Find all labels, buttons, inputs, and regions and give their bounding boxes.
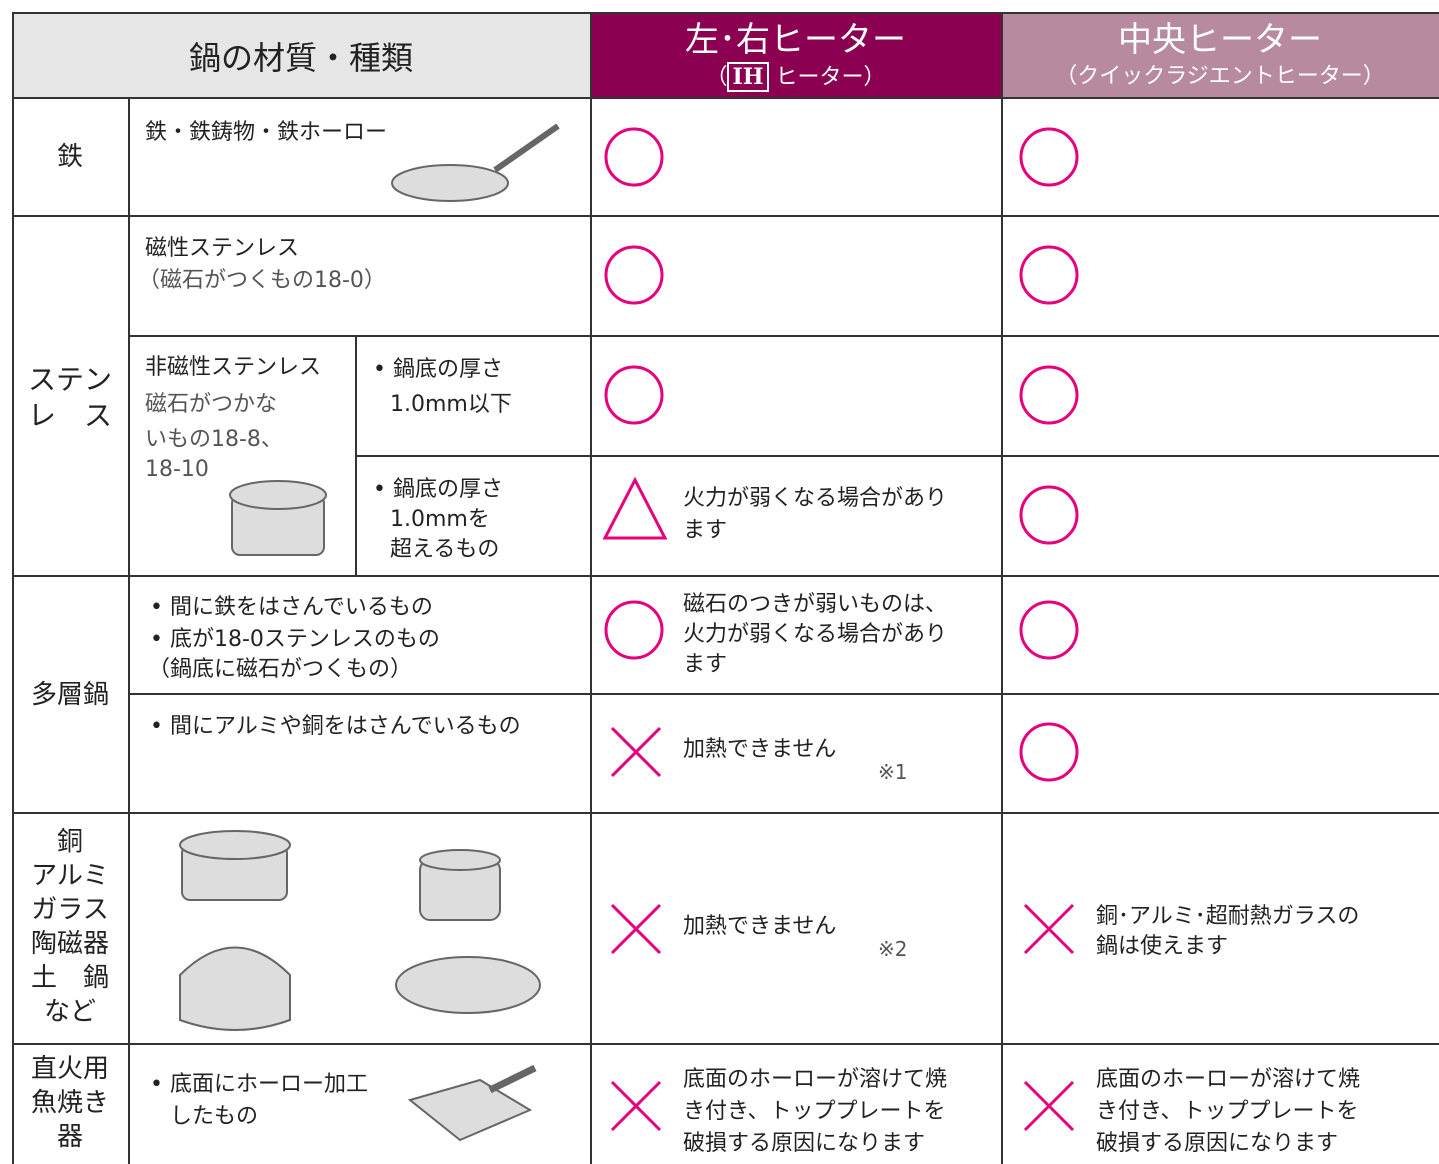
description: したもの xyxy=(170,1104,259,1129)
paren: （ xyxy=(705,65,728,90)
note: 火力が弱くなる場合があり xyxy=(683,622,948,647)
rule xyxy=(355,455,1439,457)
description: 非磁性ステンレス xyxy=(145,355,322,380)
rule xyxy=(12,12,1439,14)
description: （鍋底に磁石がつくもの） xyxy=(148,657,413,682)
note: 破損する原因になります xyxy=(683,1131,926,1156)
rule xyxy=(12,12,14,1164)
description: いもの18-8、 xyxy=(145,427,283,452)
description: 鉄・鉄鋳物・鉄ホーロー xyxy=(145,120,388,145)
rule xyxy=(355,335,357,575)
note: き付き、トッププレートを xyxy=(683,1099,946,1124)
header-bg xyxy=(12,12,590,97)
category: 陶磁器 xyxy=(30,929,109,959)
category: 鉄 xyxy=(56,142,83,172)
note: 底面のホーローが溶けて焼 xyxy=(1096,1067,1361,1092)
condition: 超えるもの xyxy=(390,537,500,562)
description: （磁石がつくもの18-0） xyxy=(138,268,386,293)
description: 磁石がつかな xyxy=(145,392,278,417)
category: 直火用 xyxy=(30,1054,109,1084)
condition: • 鍋底の厚さ xyxy=(373,477,503,502)
rule xyxy=(1001,12,1003,1164)
rule xyxy=(12,215,1439,217)
category: 多層鍋 xyxy=(30,680,109,710)
note: 底面のホーローが溶けて焼 xyxy=(683,1067,948,1092)
description: 18-10 xyxy=(145,457,209,482)
footnote: ※1 xyxy=(878,760,908,784)
rule xyxy=(12,1043,1439,1045)
header-bg xyxy=(1001,12,1439,97)
rule xyxy=(12,575,1439,577)
footnote: ※2 xyxy=(878,937,908,961)
header-title: 中央ヒーター xyxy=(1118,20,1322,60)
note: ます xyxy=(683,518,728,543)
sub-text: ヒーター） xyxy=(775,65,886,90)
category: レ ス xyxy=(28,399,113,432)
description: • 間にアルミや銅をはさんでいるもの xyxy=(150,714,521,739)
condition: 1.0mm以下 xyxy=(390,392,512,417)
condition: • 鍋底の厚さ xyxy=(373,357,503,382)
category: ステン xyxy=(28,363,113,396)
note: 破損する原因になります xyxy=(1096,1131,1339,1156)
category: 土 鍋 xyxy=(30,963,109,993)
description: • 底が18-0ステンレスのもの xyxy=(150,627,440,652)
header-sub: （クイックラジエントヒーター） xyxy=(1055,64,1385,89)
illustrations xyxy=(179,123,560,1142)
note: 加熱できません xyxy=(683,737,837,762)
rule xyxy=(128,335,1439,337)
description: • 底面にホーロー加工 xyxy=(150,1072,368,1097)
note: 磁石のつきが弱いものは、 xyxy=(683,592,948,617)
category: ガラス xyxy=(31,895,109,925)
category: など xyxy=(43,997,96,1027)
condition: 1.0mmを xyxy=(390,507,490,532)
note: ます xyxy=(683,652,728,677)
description: • 間に鉄をはさんでいるもの xyxy=(150,595,433,620)
rule xyxy=(12,812,1439,814)
rule xyxy=(128,97,130,1164)
rule xyxy=(590,12,592,1164)
category: 魚焼き xyxy=(30,1088,109,1118)
rule xyxy=(12,97,1439,99)
marks xyxy=(602,127,1079,1132)
header-bg xyxy=(590,12,1001,97)
category: 銅 xyxy=(56,827,83,857)
description: 磁性ステンレス xyxy=(145,236,300,261)
rule xyxy=(128,693,1439,695)
ih-badge: IH xyxy=(727,62,769,92)
note: 鍋は使えます xyxy=(1096,934,1229,959)
header-title: 左･右ヒーター xyxy=(685,20,906,60)
note: 火力が弱くなる場合があり xyxy=(683,486,948,511)
category: 器 xyxy=(56,1122,83,1152)
header-sub: （IH ヒーター） xyxy=(590,62,1001,93)
category: アルミ xyxy=(31,861,109,891)
note: 銅･アルミ･超耐熱ガラスの xyxy=(1096,904,1360,929)
header-material: 鍋の材質・種類 xyxy=(188,39,413,77)
note: き付き、トッププレートを xyxy=(1096,1099,1359,1124)
note: 加熱できません xyxy=(683,914,837,939)
